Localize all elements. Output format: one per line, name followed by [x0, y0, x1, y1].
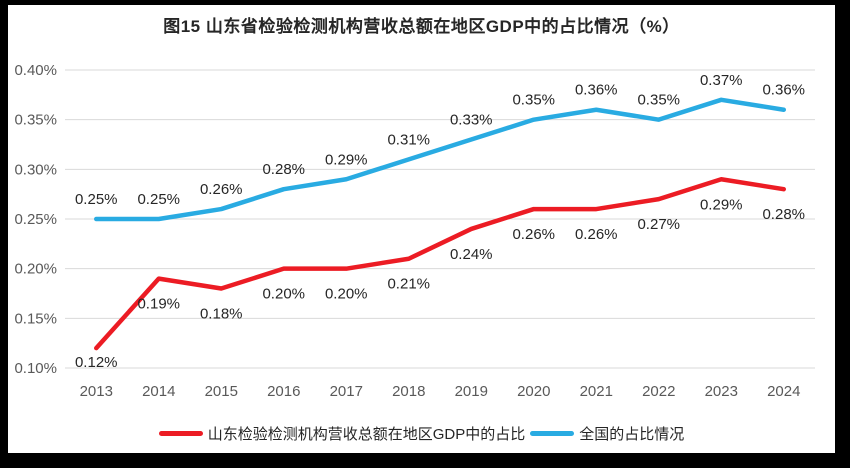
chart-title: 图15 山东省检验检测机构营收总额在地区GDP中的占比情况（%）: [163, 17, 680, 36]
chart-background: [8, 5, 835, 453]
data-label: 0.12%: [75, 354, 118, 371]
data-label: 0.31%: [387, 131, 430, 148]
data-label: 0.28%: [762, 206, 805, 223]
data-label: 0.36%: [575, 82, 618, 99]
data-label: 0.18%: [200, 306, 243, 323]
x-tick-label: 2014: [142, 383, 175, 400]
legend-label-national: 全国的占比情况: [579, 425, 685, 443]
y-tick-label: 0.10%: [14, 360, 57, 377]
data-label: 0.25%: [137, 191, 180, 208]
data-label: 0.26%: [200, 181, 243, 198]
data-label: 0.29%: [700, 196, 743, 213]
legend-line-swatch-blue: [530, 430, 575, 436]
x-tick-label: 2023: [705, 383, 738, 400]
data-label: 0.35%: [512, 92, 555, 109]
y-tick-label: 0.35%: [14, 112, 57, 129]
y-tick-label: 0.25%: [14, 211, 57, 228]
data-label: 0.25%: [75, 191, 118, 208]
y-tick-label: 0.20%: [14, 261, 57, 278]
y-tick-label: 0.40%: [14, 62, 57, 79]
data-label: 0.20%: [262, 286, 305, 303]
y-tick-label: 0.15%: [14, 310, 57, 327]
legend-label-shandong: 山东检验检测机构营收总额在地区GDP中的占比: [207, 425, 526, 443]
x-tick-label: 2024: [767, 383, 800, 400]
legend-item-national: 全国的占比情况: [530, 423, 684, 444]
x-tick-label: 2022: [642, 383, 675, 400]
data-label: 0.33%: [450, 112, 493, 129]
data-label: 0.27%: [637, 216, 680, 233]
x-tick-label: 2019: [455, 383, 488, 400]
x-tick-label: 2016: [267, 383, 300, 400]
x-tick-label: 2017: [330, 383, 363, 400]
data-label: 0.28%: [262, 161, 305, 178]
data-label: 0.36%: [762, 82, 805, 99]
x-tick-label: 2018: [392, 383, 425, 400]
x-tick-label: 2015: [205, 383, 238, 400]
data-label: 0.21%: [387, 276, 430, 293]
data-label: 0.19%: [137, 296, 180, 313]
series-line-1: [94, 97, 786, 222]
legend-item-shandong: 山东检验检测机构营收总额在地区GDP中的占比: [158, 423, 526, 444]
data-label: 0.37%: [700, 72, 743, 89]
data-label: 0.29%: [325, 151, 368, 168]
data-label: 0.26%: [512, 226, 555, 243]
x-tick-label: 2013: [80, 383, 113, 400]
x-tick-label: 2021: [580, 383, 613, 400]
y-tick-label: 0.30%: [14, 161, 57, 178]
data-label: 0.20%: [325, 286, 368, 303]
data-label: 0.24%: [450, 246, 493, 263]
data-label: 0.26%: [575, 226, 618, 243]
legend-line-swatch-red: [158, 430, 203, 436]
data-label: 0.35%: [637, 92, 680, 109]
legend: 山东检验检测机构营收总额在地区GDP中的占比 全国的占比情况: [8, 421, 835, 445]
series-line-0: [94, 177, 786, 351]
x-tick-label: 2020: [517, 383, 550, 400]
